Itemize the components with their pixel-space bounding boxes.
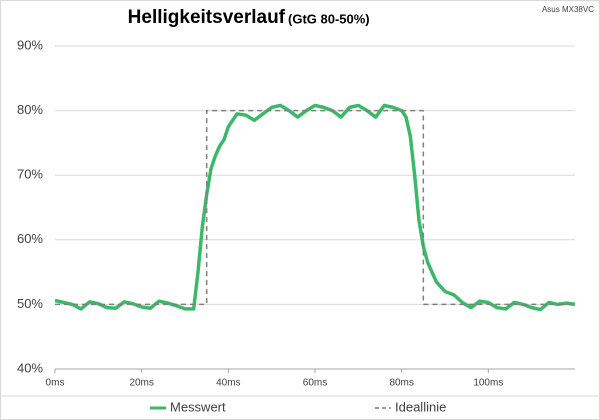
series-line (54, 103, 576, 312)
y-tick-label: 40% (17, 360, 43, 375)
x-tick-label: 100ms (473, 378, 503, 389)
y-tick-label: 50% (17, 296, 43, 311)
legend-label: Ideallinie (395, 399, 446, 414)
chart-subtitle: (GtG 80-50%) (288, 11, 370, 26)
x-tick-label: 0ms (46, 378, 65, 389)
x-tick-label: 80ms (389, 378, 413, 389)
y-tick-label: 80% (17, 102, 43, 117)
annotation: Asus MX38VC (542, 5, 594, 14)
series-line (55, 109, 575, 306)
x-tick-label: 40ms (216, 378, 240, 389)
y-tick-label: 70% (17, 167, 43, 182)
y-tick-label: 90% (17, 37, 43, 52)
y-tick-label: 60% (17, 231, 43, 246)
chart-title: Helligkeitsverlauf (128, 7, 286, 28)
x-tick-label: 60ms (303, 378, 327, 389)
legend-label: Messwert (170, 399, 226, 414)
x-tick-label: 20ms (129, 378, 153, 389)
